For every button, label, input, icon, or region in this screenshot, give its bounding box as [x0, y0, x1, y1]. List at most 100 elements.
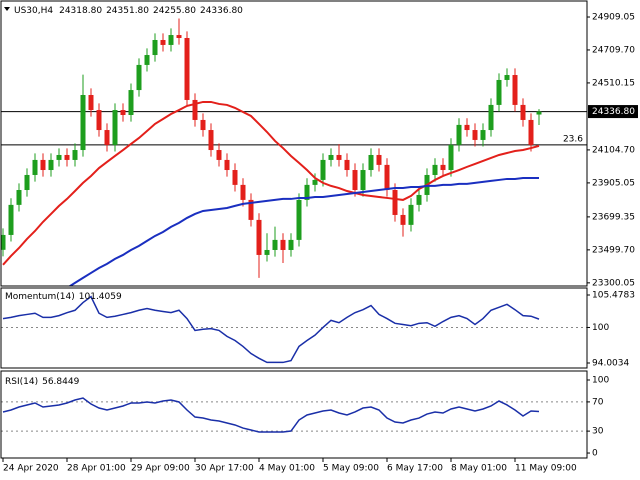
candle-body [168, 35, 174, 45]
candle-body [8, 204, 14, 235]
candle-body [480, 130, 486, 140]
candle-body [504, 75, 510, 80]
x-tick-label: 28 Apr 01:00 [67, 464, 126, 474]
candle-body [312, 179, 318, 185]
y-tick-label: 23905.05 [592, 178, 635, 188]
candle-body [120, 110, 126, 115]
x-tick-label: 30 Apr 17:00 [195, 464, 254, 474]
fib-label: 23.6 [563, 134, 583, 144]
candle-body [224, 159, 230, 171]
candle-body [376, 154, 382, 165]
candle-body [520, 104, 526, 120]
x-tick-label: 11 May 09:00 [515, 464, 577, 474]
candle-body [352, 170, 358, 191]
candle-body [416, 194, 422, 205]
candle-body [144, 55, 150, 65]
main-header: US30,H4 24318.80 24351.80 24255.80 24336.80 [14, 6, 243, 16]
candle-body [1, 234, 6, 250]
momentum-panel-frame [0, 287, 588, 369]
y-tick-label: 23499.70 [592, 245, 635, 255]
candle-body [512, 75, 518, 105]
candle-body [240, 184, 246, 200]
candle-body [304, 184, 310, 200]
candle-body [24, 174, 30, 191]
indicator-line [68, 176, 539, 286]
indicator-line [2, 397, 540, 433]
y-tick-label: 70 [592, 397, 604, 407]
panel [1, 397, 587, 433]
candle-body [440, 164, 446, 171]
candle-body [488, 104, 494, 131]
candle-body [72, 150, 78, 160]
plot-layer: 24909.05 24709.70 24510.15 24104.70 23905.05… [1, 13, 638, 474]
candle-body [32, 159, 38, 175]
candle-body [432, 164, 438, 175]
y-tick-label: 24510.15 [592, 78, 635, 88]
candle-body [344, 159, 350, 171]
current-price-box [588, 105, 638, 119]
candle-body [272, 239, 278, 250]
x-tick-label: 8 May 01:00 [451, 464, 507, 474]
candle-body [320, 159, 326, 180]
y-tick-label: 100 [592, 375, 609, 385]
panel [1, 295, 587, 364]
candle-body [64, 154, 70, 160]
candle-body [256, 219, 262, 255]
y-tick-label: 23699.35 [592, 212, 635, 222]
candle-body [336, 154, 342, 160]
candle-body [408, 204, 414, 225]
y-tick-label: 24909.05 [592, 13, 635, 23]
candle-body [536, 111, 542, 115]
symbol: US30,H4 [14, 6, 53, 16]
candle-body [328, 154, 334, 160]
candle-body [232, 170, 238, 185]
candle-body [48, 159, 54, 171]
main-panel-frame [0, 0, 588, 287]
candle-body [16, 190, 22, 205]
candle-body [296, 199, 302, 240]
x-tick-label: 29 Apr 09:00 [131, 464, 190, 474]
candle-body [400, 214, 406, 225]
candle-body [472, 130, 478, 140]
indicator-name: Momentum(14) [5, 292, 75, 302]
y-tick-label: 30 [592, 427, 604, 437]
candle-body [88, 95, 94, 111]
candle-body [464, 124, 470, 131]
candle-body [528, 119, 534, 145]
candle-body [136, 64, 142, 91]
y-tick-label: 105.4783 [592, 291, 635, 301]
candle-body [184, 38, 190, 100]
candle-body [128, 90, 134, 115]
candle-body [80, 95, 86, 151]
rsi-panel-frame [0, 370, 588, 459]
candle-body [152, 39, 158, 56]
candle-body [448, 144, 454, 171]
indicator-value: 56.8449 [42, 377, 79, 387]
open-label: 24318.80 [59, 6, 102, 16]
y-tick-label: 0 [592, 449, 598, 459]
indicator-line [2, 100, 540, 266]
candle-body [40, 159, 46, 171]
indicator-name: RSI(14) [5, 377, 38, 387]
x-tick-label: 6 May 17:00 [387, 464, 443, 474]
y-tick-label: 24709.70 [592, 45, 635, 55]
y-tick-label: 100 [592, 323, 609, 333]
y-tick-label: 23300.05 [592, 278, 635, 288]
current-price-label: 24336.80 [592, 107, 635, 117]
candle-body [288, 239, 294, 250]
indicator-line [2, 295, 540, 364]
high-label: 24351.80 [106, 6, 149, 16]
collapse-icon [4, 7, 10, 11]
x-tick-label: 5 May 09:00 [323, 464, 379, 474]
candle-body [368, 154, 374, 171]
candle-body [160, 39, 166, 45]
x-tick-label: 4 May 01:00 [259, 464, 315, 474]
candle-body [384, 164, 390, 191]
candle-body [248, 199, 254, 220]
candle-body [280, 239, 286, 250]
candle-body [104, 130, 110, 145]
candle-body [192, 99, 198, 120]
candle-body [208, 130, 214, 151]
